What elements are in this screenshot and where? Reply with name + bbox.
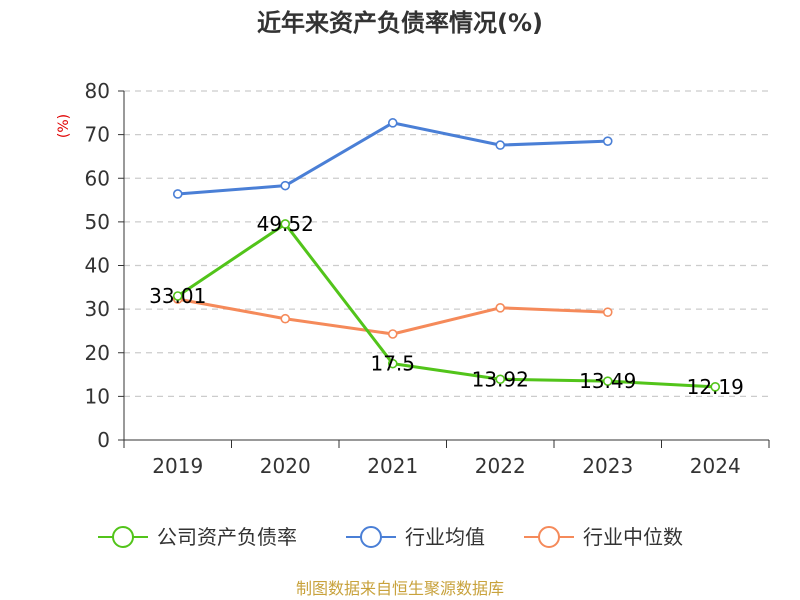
series-points: [172, 118, 721, 392]
data-point: [495, 303, 506, 313]
legend-swatch-marker: [538, 526, 560, 548]
legend-label: 公司资产负债率: [157, 525, 297, 549]
data-point: [387, 329, 398, 339]
y-tick-label: 50: [85, 210, 110, 234]
y-axis-label: (%): [56, 114, 72, 138]
data-point: [495, 374, 506, 385]
x-tick-labels: 2019 2020 2021 2022 2023 2024: [152, 454, 740, 478]
x-tick-label: 2020: [260, 454, 311, 478]
x-tick-label: 2024: [690, 454, 741, 478]
legend-item: 公司资产负债率: [98, 525, 297, 549]
data-point: [602, 307, 613, 317]
axes: [118, 90, 770, 448]
chart-title: 近年来资产负债率情况(%): [257, 9, 543, 37]
y-tick-label: 20: [85, 341, 110, 365]
y-tick-label: 80: [85, 79, 110, 103]
legend-swatch-marker: [360, 526, 382, 548]
data-point: [280, 219, 291, 229]
data-point: [387, 358, 398, 369]
gridlines: [124, 90, 769, 397]
series-line: [177, 297, 608, 336]
legend-swatch-marker: [112, 526, 134, 548]
y-tick-label: 30: [85, 297, 110, 321]
data-point: [172, 291, 183, 301]
legend-label: 行业中位数: [583, 525, 683, 549]
data-point: [172, 189, 183, 199]
y-tick-label: 10: [85, 384, 110, 408]
source-note: 制图数据来自恒生聚源数据库: [296, 579, 504, 598]
data-point: [280, 180, 291, 191]
data-label: 17.5: [370, 352, 415, 376]
y-tick-labels: 0 10 20 30 40 50 60 70 80: [85, 79, 110, 452]
data-label: 49.52: [257, 212, 314, 236]
data-point: [602, 136, 613, 146]
data-labels: 33.01 49.52 17.5 13.92 13.49 12.19: [149, 212, 744, 399]
data-point: [710, 382, 721, 392]
data-point: [495, 140, 506, 150]
x-tick-label: 2019: [152, 454, 203, 478]
x-tick-label: 2022: [475, 454, 526, 478]
legend: 公司资产负债率 行业均值 行业中位数: [98, 525, 683, 549]
data-label: 33.01: [149, 284, 206, 308]
x-tick-label: 2021: [367, 454, 418, 478]
y-tick-label: 70: [85, 123, 110, 147]
y-tick-label: 0: [97, 428, 110, 452]
data-label: 13.92: [472, 367, 529, 391]
series-line: [176, 222, 716, 389]
data-point: [387, 118, 398, 128]
data-point: [280, 313, 291, 324]
legend-item: 行业均值: [346, 525, 485, 549]
series-line: [177, 121, 608, 196]
y-tick-label: 40: [85, 254, 110, 278]
series-lines: [176, 121, 716, 389]
legend-item: 行业中位数: [524, 525, 683, 549]
x-tick-label: 2023: [582, 454, 633, 478]
legend-label: 行业均值: [405, 525, 485, 549]
y-tick-label: 60: [85, 166, 110, 190]
data-label: 12.19: [687, 375, 744, 399]
data-label: 13.49: [579, 369, 636, 393]
data-point: [602, 376, 613, 386]
